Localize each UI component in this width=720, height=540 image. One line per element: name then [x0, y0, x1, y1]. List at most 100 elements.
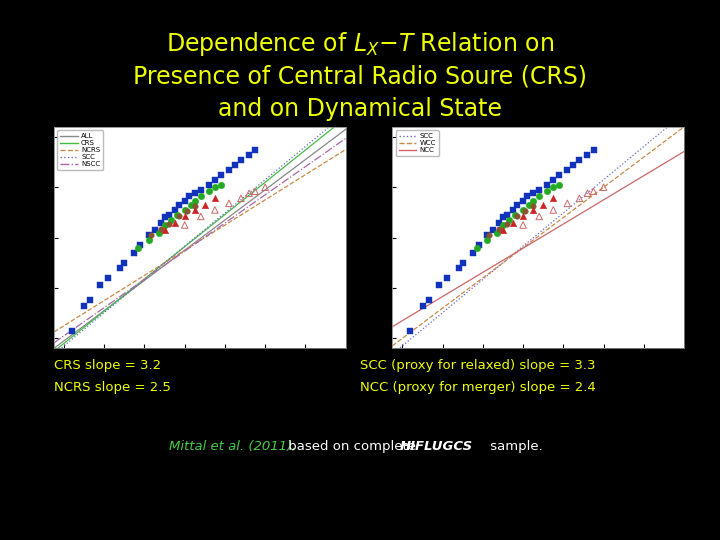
- Point: [163, 219, 174, 228]
- Point: [84, 296, 96, 305]
- Point: [203, 187, 215, 195]
- Point: [534, 185, 545, 194]
- Point: [235, 194, 247, 202]
- Point: [574, 156, 585, 164]
- Point: [143, 236, 154, 245]
- Y-axis label: $\rm Lg(L_X)\ [10^{-44}\ h^{-2}\ ergs/s]$: $\rm Lg(L_X)\ [10^{-44}\ h^{-2}\ ergs/s]…: [358, 185, 372, 290]
- Point: [588, 145, 599, 154]
- Point: [547, 206, 559, 214]
- Point: [169, 206, 181, 214]
- Point: [433, 281, 444, 290]
- Point: [195, 185, 207, 194]
- Point: [574, 194, 585, 202]
- Point: [518, 206, 529, 214]
- Point: [471, 244, 482, 252]
- Point: [537, 200, 549, 209]
- Point: [473, 241, 485, 249]
- Text: sample.: sample.: [486, 440, 543, 453]
- Point: [173, 200, 184, 209]
- Point: [209, 206, 220, 214]
- Point: [498, 221, 509, 230]
- Point: [209, 194, 220, 202]
- Point: [135, 241, 146, 249]
- Point: [467, 248, 479, 257]
- Point: [483, 231, 495, 239]
- Point: [259, 183, 271, 192]
- Point: [249, 145, 261, 154]
- Point: [173, 212, 184, 221]
- Point: [423, 296, 434, 305]
- Point: [547, 183, 559, 192]
- Point: [102, 274, 114, 282]
- Text: Presence of Central Radio Soure (CRS): Presence of Central Radio Soure (CRS): [133, 65, 587, 89]
- Point: [521, 192, 533, 201]
- Point: [132, 244, 144, 252]
- Point: [215, 180, 227, 189]
- Point: [491, 228, 503, 237]
- Point: [155, 218, 166, 227]
- Point: [519, 207, 531, 216]
- Point: [119, 259, 130, 267]
- Point: [417, 301, 428, 310]
- Point: [179, 197, 191, 206]
- Point: [181, 207, 192, 216]
- Point: [179, 221, 191, 230]
- Point: [129, 248, 140, 257]
- Legend: SCC, WCC, NCC: SCC, WCC, NCC: [396, 130, 438, 156]
- Point: [159, 226, 171, 234]
- Text: Dependence of $L_X$$-$$T$ Relation on: Dependence of $L_X$$-$$T$ Relation on: [166, 30, 554, 58]
- Point: [179, 212, 191, 221]
- Point: [183, 192, 194, 201]
- Point: [159, 213, 171, 222]
- Point: [523, 200, 535, 209]
- Point: [159, 221, 171, 230]
- Point: [179, 206, 191, 214]
- Point: [554, 180, 565, 189]
- Text: SCC (proxy for relaxed) slope = 3.3: SCC (proxy for relaxed) slope = 3.3: [360, 359, 595, 372]
- Point: [199, 200, 210, 209]
- Point: [209, 176, 220, 184]
- Point: [153, 228, 164, 237]
- Text: CRS slope = 3.2: CRS slope = 3.2: [54, 359, 161, 372]
- Point: [508, 218, 519, 227]
- Point: [155, 224, 166, 233]
- Point: [163, 211, 174, 219]
- Point: [481, 236, 492, 245]
- Point: [541, 180, 553, 189]
- Point: [78, 301, 90, 310]
- Point: [453, 264, 464, 272]
- X-axis label: $\rm Lg(kT_{vir})$ [keV]: $\rm Lg(kT_{vir})$ [keV]: [165, 365, 235, 379]
- Point: [457, 259, 469, 267]
- Point: [189, 189, 201, 198]
- Point: [518, 212, 529, 221]
- Point: [528, 197, 539, 206]
- Text: NCRS slope = 2.5: NCRS slope = 2.5: [54, 381, 171, 394]
- Point: [203, 180, 215, 189]
- Point: [498, 213, 509, 222]
- Point: [493, 218, 505, 227]
- Point: [582, 150, 593, 159]
- X-axis label: $\rm Lg(\langle T_{vir}\rangle)$ [keV]: $\rm Lg(\langle T_{vir}\rangle)$ [keV]: [502, 365, 575, 379]
- Point: [598, 183, 609, 192]
- Point: [528, 206, 539, 214]
- Point: [582, 189, 593, 198]
- Point: [528, 202, 539, 211]
- Point: [223, 199, 235, 208]
- Text: Mittal et al. (2011),: Mittal et al. (2011),: [169, 440, 297, 453]
- Point: [94, 281, 106, 290]
- Point: [534, 192, 545, 201]
- Point: [189, 197, 201, 206]
- Point: [554, 171, 565, 179]
- Point: [235, 156, 247, 164]
- Point: [189, 206, 201, 214]
- Point: [508, 206, 519, 214]
- Point: [487, 226, 499, 234]
- Point: [209, 183, 220, 192]
- Point: [567, 160, 579, 169]
- Point: [189, 202, 201, 211]
- Point: [195, 212, 207, 221]
- Point: [143, 231, 154, 239]
- Point: [195, 192, 207, 201]
- Point: [493, 224, 505, 233]
- Point: [509, 211, 521, 219]
